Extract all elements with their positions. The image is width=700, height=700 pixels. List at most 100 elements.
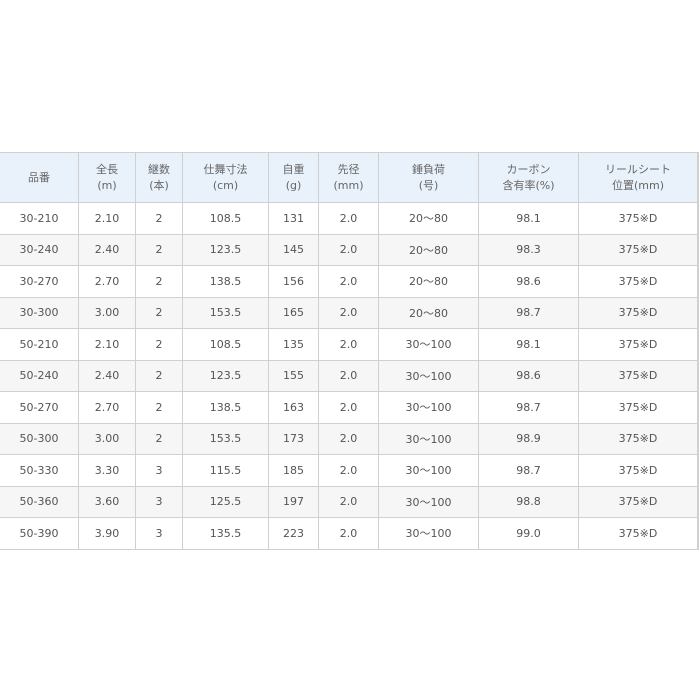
table-cell: 98.3 (478, 233, 579, 266)
table-cell: 138.5 (182, 391, 269, 424)
table-cell: 156 (268, 265, 319, 298)
table-cell-overflow (697, 296, 699, 329)
table-cell: 2.0 (318, 422, 379, 455)
table-cell: 2 (135, 359, 183, 392)
column-header-line: カーボン (506, 162, 551, 176)
table-cell: 375※D (578, 265, 698, 298)
table-cell: 30-240 (0, 233, 79, 266)
table-cell: 2.0 (318, 517, 379, 550)
table-cell-overflow (697, 517, 699, 550)
table-cell: 375※D (578, 485, 698, 518)
table-cell: 2 (135, 202, 183, 235)
table-cell: 3.00 (78, 422, 136, 455)
column-header: 全長 (m) (78, 152, 136, 203)
table-cell: 2 (135, 328, 183, 361)
table-cell: 375※D (578, 454, 698, 487)
table-cell: 2.0 (318, 296, 379, 329)
table-cell: 123.5 (182, 359, 269, 392)
table-cell: 2.40 (78, 233, 136, 266)
table-row: 30-300 3.00 2 153.5 165 2.0 20〜80 98.7 375※D (0, 296, 699, 329)
table-cell: 98.8 (478, 485, 579, 518)
table-cell: 3 (135, 454, 183, 487)
column-header: リールシート 位置(mm) (578, 152, 698, 203)
table-cell: 135 (268, 328, 319, 361)
table-cell: 163 (268, 391, 319, 424)
table-cell: 3.30 (78, 454, 136, 487)
table-cell: 30-210 (0, 202, 79, 235)
table-cell: 20〜80 (378, 296, 479, 329)
table-cell: 3.60 (78, 485, 136, 518)
table-cell: 2.0 (318, 454, 379, 487)
table-cell: 375※D (578, 202, 698, 235)
table-row: 50-330 3.30 3 115.5 185 2.0 30〜100 98.7 375※D (0, 454, 699, 487)
table-cell: 3 (135, 485, 183, 518)
table-cell: 2.10 (78, 328, 136, 361)
table-cell: 375※D (578, 328, 698, 361)
table-cell-overflow (697, 265, 699, 298)
table-cell: 2.0 (318, 359, 379, 392)
column-header: 品番 (0, 152, 79, 203)
table-cell: 375※D (578, 359, 698, 392)
table-cell-overflow (697, 359, 699, 392)
table-cell: 153.5 (182, 296, 269, 329)
table-cell: 98.1 (478, 202, 579, 235)
table-cell: 50-390 (0, 517, 79, 550)
column-header-line: 品番 (28, 170, 50, 184)
table-cell: 135.5 (182, 517, 269, 550)
table-row: 30-240 2.40 2 123.5 145 2.0 20〜80 98.3 375※D (0, 233, 699, 266)
table-row: 50-240 2.40 2 123.5 155 2.0 30〜100 98.6 375※D (0, 359, 699, 392)
table-cell-overflow (697, 202, 699, 235)
column-header-line: 継数 (148, 162, 170, 176)
table-cell: 125.5 (182, 485, 269, 518)
table-cell: 2.0 (318, 485, 379, 518)
table-cell: 30-300 (0, 296, 79, 329)
column-header-line: (mm) (333, 178, 364, 192)
table-cell: 98.7 (478, 391, 579, 424)
column-header: 自重 (g) (268, 152, 319, 203)
column-header: カーボン 含有率(%) (478, 152, 579, 203)
column-header-line: (g) (285, 178, 302, 192)
column-header: 錘負荷 (号) (378, 152, 479, 203)
column-header: 継数 (本) (135, 152, 183, 203)
table-row: 50-300 3.00 2 153.5 173 2.0 30〜100 98.9 375※D (0, 422, 699, 455)
table-cell: 155 (268, 359, 319, 392)
table-cell: 375※D (578, 422, 698, 455)
table-cell: 98.6 (478, 359, 579, 392)
table-cell: 2.0 (318, 233, 379, 266)
table-cell: 50-300 (0, 422, 79, 455)
table-row: 30-210 2.10 2 108.5 131 2.0 20〜80 98.1 375※D (0, 202, 699, 235)
column-header-line: 錘負荷 (412, 162, 445, 176)
table-cell: 138.5 (182, 265, 269, 298)
table-row: 50-390 3.90 3 135.5 223 2.0 30〜100 99.0 375※D (0, 517, 699, 550)
header-row: 品番 全長 (m) 継数 (本) 仕舞寸法 (cm) 自重 (g) 先径 (mm) 錘負荷 (号) カーボ… (0, 152, 699, 203)
table-cell: 115.5 (182, 454, 269, 487)
column-header: 先径 (mm) (318, 152, 379, 203)
column-header-line: 仕舞寸法 (203, 162, 248, 176)
table-cell: 2 (135, 422, 183, 455)
table-cell: 20〜80 (378, 202, 479, 235)
table-cell: 50-360 (0, 485, 79, 518)
table-cell: 108.5 (182, 202, 269, 235)
table-cell: 145 (268, 233, 319, 266)
column-header-line: リールシート (605, 162, 671, 176)
table-cell: 20〜80 (378, 233, 479, 266)
table-cell: 98.6 (478, 265, 579, 298)
column-header-line: (m) (97, 178, 117, 192)
table-cell: 2 (135, 391, 183, 424)
table-cell: 2 (135, 233, 183, 266)
column-header-line: (本) (149, 178, 169, 192)
table-cell: 98.1 (478, 328, 579, 361)
table-cell-overflow (697, 454, 699, 487)
table-cell: 20〜80 (378, 265, 479, 298)
table-cell: 2.70 (78, 391, 136, 424)
table-cell: 2 (135, 296, 183, 329)
table-cell: 30〜100 (378, 517, 479, 550)
table-cell: 2.40 (78, 359, 136, 392)
table-cell: 2.0 (318, 328, 379, 361)
table-cell-overflow (697, 485, 699, 518)
column-header-line: (号) (418, 178, 439, 192)
table-cell: 375※D (578, 517, 698, 550)
table-cell: 3.90 (78, 517, 136, 550)
table-cell: 30〜100 (378, 359, 479, 392)
table-cell: 30〜100 (378, 422, 479, 455)
